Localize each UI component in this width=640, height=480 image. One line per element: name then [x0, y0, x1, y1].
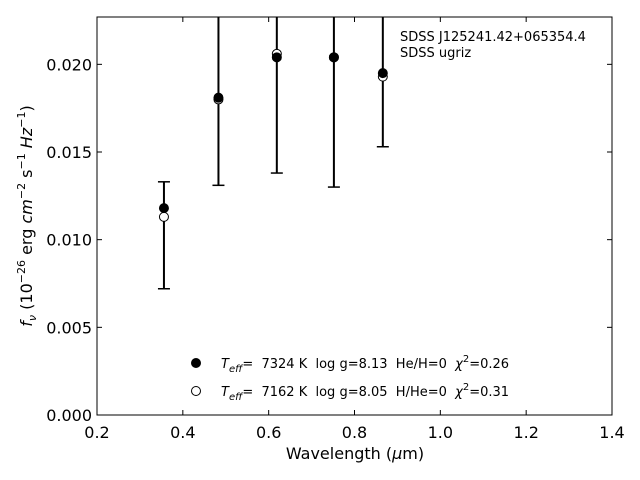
x-axis-label: Wavelength (μm)	[286, 444, 424, 463]
y-tick-label: 0.000	[46, 406, 92, 425]
legend-marker-open	[191, 386, 201, 396]
y-axis-label: fν (10−26 erg cm−2 s−1 Hz−1)	[15, 105, 39, 326]
plot-frame	[96, 16, 613, 416]
y-tick-label: 0.005	[46, 318, 92, 337]
x-tick-label: 0.6	[256, 423, 281, 442]
y-tick-label: 0.020	[46, 55, 92, 74]
marker-filled	[213, 92, 224, 103]
tick-labels: 0.2 0.4 0.6 0.8 1.0 1.2 1.4 0.000 0.005 0.010 0.01…	[46, 55, 625, 442]
annotation-photometry: SDSS ugriz	[400, 46, 471, 61]
marker-filled	[377, 68, 388, 79]
data-markers	[158, 48, 388, 222]
legend-marker-filled	[191, 358, 201, 368]
marker-filled	[328, 52, 339, 63]
y-tick-label: 0.015	[46, 143, 92, 162]
marker-filled	[271, 52, 282, 63]
legend: Teff= 7324 K log g=8.13 He/H=0 χ2=0.26 T…	[191, 354, 509, 403]
x-tick-label: 0.4	[170, 423, 195, 442]
legend-label-filled: Teff= 7324 K log g=8.13 He/H=0 χ2=0.26	[221, 354, 509, 375]
y-tick-label: 0.010	[46, 231, 92, 250]
x-tick-label: 0.8	[342, 423, 367, 442]
marker-open	[158, 211, 169, 222]
x-tick-label: 0.2	[84, 423, 109, 442]
legend-label-open: Teff= 7162 K log g=8.05 H/He=0 χ2=0.31	[221, 382, 509, 403]
x-tick-label: 1.0	[428, 423, 453, 442]
tick-marks	[96, 17, 613, 416]
x-tick-label: 1.4	[599, 423, 624, 442]
marker-filled	[158, 203, 169, 214]
annotation-object-name: SDSS J125241.42+065354.4	[400, 30, 586, 45]
x-tick-label: 1.2	[513, 423, 538, 442]
